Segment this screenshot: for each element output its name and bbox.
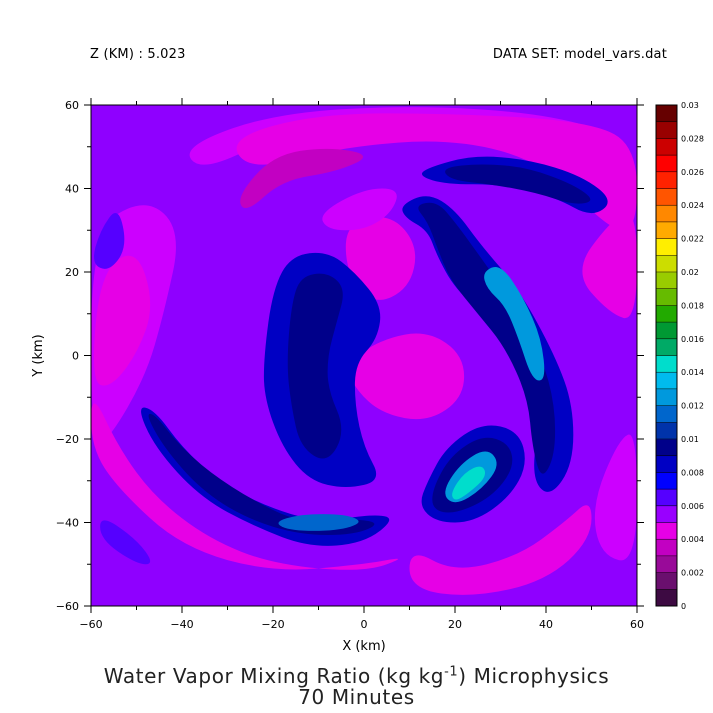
colorbar-swatch [656, 522, 677, 540]
colorbar-swatch [656, 355, 677, 373]
y-tick-label: 60 [65, 99, 79, 112]
field-swirl-12 [94, 213, 125, 269]
colorbar-swatch [656, 338, 677, 356]
colorbar-swatch [656, 322, 677, 340]
x-axis-label: X (km) [342, 639, 385, 654]
title-tail: ) Microphysics [458, 664, 610, 688]
colorbar-swatch [656, 422, 677, 440]
field-swirl-10 [240, 148, 363, 209]
colorbar-swatch [656, 405, 677, 423]
colorbar-swatch [656, 372, 677, 390]
contour-feature-4 [287, 273, 343, 459]
colorbar-swatch [656, 388, 677, 406]
dataset-header: DATA SET: model_vars.dat [492, 47, 667, 62]
colorbar-swatch [656, 555, 677, 573]
colorbar-swatch [656, 238, 677, 256]
colorbar-label: 0.01 [681, 435, 699, 444]
y-axis-label: Y (km) [31, 334, 46, 377]
contour-feature-2 [278, 514, 359, 531]
colorbar-swatch [656, 472, 677, 490]
y-tick-label: −60 [56, 600, 79, 613]
x-tick-label: 20 [448, 618, 462, 631]
colorbar-swatch [656, 255, 677, 273]
x-tick-label: 0 [361, 618, 368, 631]
colorbar-label: 0.02 [681, 268, 699, 277]
title-main: Water Vapor Mixing Ratio (kg kg [103, 664, 445, 688]
field-swirl-9 [582, 212, 637, 319]
field-swirl-7 [409, 505, 592, 595]
colorbar-swatch [656, 272, 677, 290]
field-swirl-4 [91, 403, 399, 570]
contour-feature-13 [452, 466, 486, 500]
colorbar-swatch [656, 455, 677, 473]
colorbar: 0 0.002 0.004 0.006 0.008 0.01 0.012 0.014 0.016… [655, 101, 704, 611]
field-swirl-1 [236, 113, 637, 231]
colorbar-label: 0.026 [681, 168, 704, 177]
colorbar-label: 0 [681, 602, 686, 611]
field-swirl-6 [345, 216, 416, 300]
colorbar-swatch [656, 489, 677, 507]
field-swirl-13 [100, 520, 151, 565]
x-tick-label: −40 [170, 618, 193, 631]
contour-features [141, 156, 608, 546]
colorbar-swatch [656, 155, 677, 173]
x-tick-label: 60 [630, 618, 644, 631]
y-tick-label: 40 [65, 183, 79, 196]
colorbar-swatch [656, 188, 677, 206]
colorbar-swatch [656, 439, 677, 457]
field-swirl-3 [94, 255, 151, 386]
y-tick-label: −40 [56, 517, 79, 530]
colorbar-label: 0.022 [681, 235, 704, 244]
colorbar-swatch [656, 288, 677, 306]
colorbar-swatch [656, 205, 677, 223]
colorbar-swatch [656, 121, 677, 139]
field-swirl-11 [322, 188, 397, 231]
y-axis-ticks: −60 −40 −20 0 20 40 60 [56, 99, 644, 613]
y-tick-label: 0 [72, 350, 79, 363]
colorbar-label: 0.018 [681, 301, 704, 310]
y-tick-label: −20 [56, 433, 79, 446]
colorbar-swatch [656, 171, 677, 189]
colorbar-swatch [656, 305, 677, 323]
colorbar-label: 0.012 [681, 402, 704, 411]
colorbar-label: 0.006 [681, 502, 704, 511]
y-tick-label: 20 [65, 266, 79, 279]
x-axis-ticks: −60 −40 −20 0 20 40 60 [79, 98, 644, 631]
colorbar-label: 0.024 [681, 201, 704, 210]
colorbar-swatch [656, 572, 677, 590]
colorbar-label: 0.016 [681, 335, 704, 344]
colorbar-label: 0.014 [681, 368, 704, 377]
contour-feature-8 [418, 202, 556, 474]
colorbar-swatch [656, 589, 677, 607]
colorbar-label: 0.03 [681, 101, 699, 110]
x-tick-label: −60 [79, 618, 102, 631]
colorbar-swatch [656, 505, 677, 523]
colorbar-label: 0.002 [681, 569, 704, 578]
colorbar-label: 0.028 [681, 134, 704, 143]
chart-title: Water Vapor Mixing Ratio (kg kg-1) Micro… [0, 664, 713, 688]
x-tick-label: 40 [539, 618, 553, 631]
chart-subtitle: 70 Minutes [298, 685, 415, 709]
colorbar-swatch [656, 221, 677, 239]
level-header: Z (KM) : 5.023 [90, 47, 186, 62]
title-superscript: -1 [444, 664, 459, 680]
field-swirl-8 [594, 434, 637, 561]
field-decoration [91, 107, 637, 595]
colorbar-swatch [656, 539, 677, 557]
colorbar-swatch [656, 105, 677, 123]
colorbar-label: 0.004 [681, 535, 704, 544]
x-tick-label: −20 [261, 618, 284, 631]
contour-feature-6 [445, 164, 591, 204]
colorbar-label: 0.008 [681, 468, 704, 477]
field-swirl-5 [349, 333, 465, 420]
contour-feature-7 [402, 196, 574, 492]
colorbar-swatch [656, 138, 677, 156]
contour-feature-9 [484, 266, 545, 381]
